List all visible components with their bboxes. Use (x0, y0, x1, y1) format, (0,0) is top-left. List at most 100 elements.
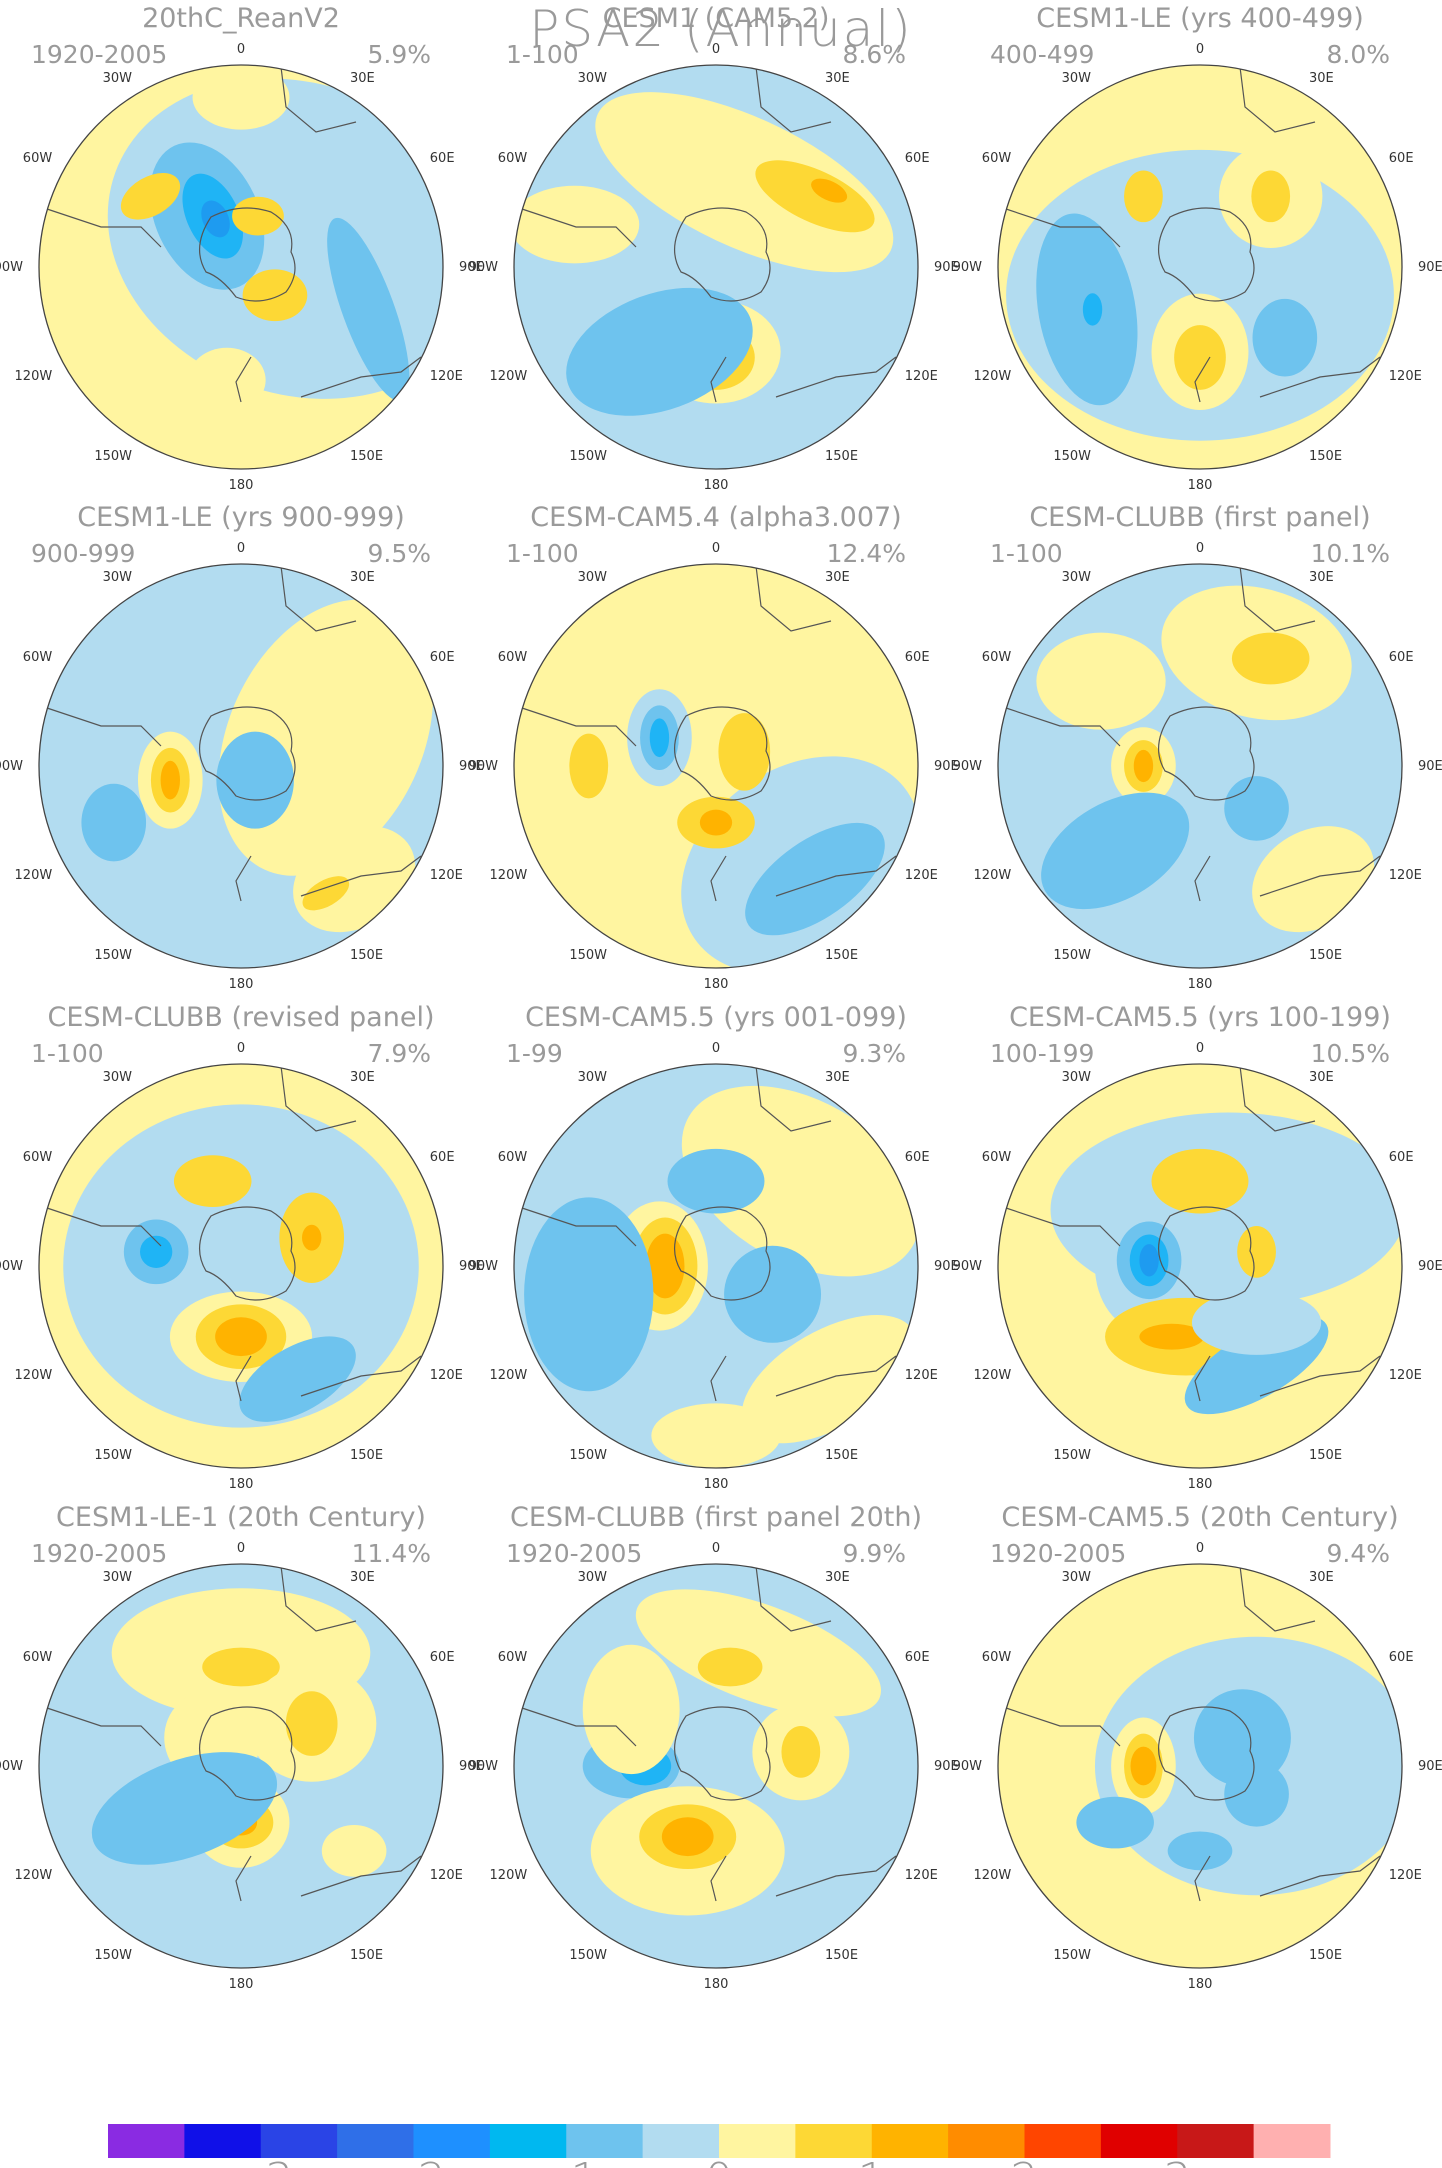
longitude-label: 60E (905, 1150, 930, 1165)
contour-region (1167, 1831, 1233, 1871)
map-boundary (513, 1563, 919, 1969)
coastline (999, 1205, 1121, 1247)
longitude-label: 150E (825, 948, 858, 963)
contour-region (201, 200, 230, 238)
map-panel-6: CESM-CLUBB (first panel) 1-100 10.1% 0 30E 60… (953, 502, 1442, 992)
longitude-label: 150W (569, 449, 607, 464)
longitude-label: 90W (0, 260, 23, 275)
panel-percent: 9.5% (367, 539, 431, 568)
coastline (300, 1855, 422, 1897)
coastline (710, 1355, 727, 1402)
longitude-label: 90E (934, 1759, 959, 1774)
coastline (515, 705, 637, 747)
longitude-label: 90E (1418, 260, 1442, 275)
longitude-label: 150W (94, 1948, 132, 1963)
panel-percent: 10.1% (1311, 539, 1390, 568)
longitude-label: 30W (578, 1070, 608, 1085)
longitude-label: 120W (974, 1868, 1012, 1883)
coastline (775, 1855, 897, 1897)
longitude-label: 90W (953, 759, 983, 774)
colorbar-swatch (184, 2124, 262, 2158)
contour-region (215, 1317, 267, 1357)
longitude-label: 30E (1309, 71, 1334, 86)
panel-percent: 8.0% (1326, 40, 1390, 69)
panel-title: CESM-CAM5.4 (alpha3.007) (530, 502, 901, 533)
longitude-label: 90E (459, 759, 484, 774)
contour-region (697, 1647, 763, 1687)
longitude-label: 60E (430, 1650, 455, 1665)
longitude-label: 60E (905, 650, 930, 665)
longitude-label: 0 (237, 541, 245, 556)
longitude-label: 120E (430, 1868, 463, 1883)
panel-title: 20thC_ReanV2 (142, 3, 340, 34)
coastline (235, 1855, 252, 1902)
longitude-label: 150E (350, 1948, 383, 1963)
longitude-label: 150W (94, 948, 132, 963)
panel-percent: 5.9% (367, 40, 431, 69)
longitude-label: 180 (704, 1477, 729, 1492)
longitude-label: 120E (905, 369, 938, 384)
longitude-label: 60W (498, 1150, 528, 1165)
coastline (515, 1205, 637, 1247)
colorbar-tick-label: 2 (1011, 2154, 1039, 2168)
contour-region (651, 1403, 781, 1468)
longitude-label: 90E (934, 1259, 959, 1274)
panel-years: 1-99 (506, 1039, 563, 1068)
longitude-label: 90W (953, 1259, 983, 1274)
contour-region (202, 1647, 280, 1687)
longitude-label: 150E (825, 449, 858, 464)
longitude-label: 120W (490, 369, 528, 384)
coastline (235, 1355, 252, 1402)
longitude-label: 150W (94, 449, 132, 464)
contour-region (1252, 298, 1318, 377)
panel-years: 1920-2005 (31, 40, 167, 69)
panel-years: 1920-2005 (990, 1539, 1126, 1568)
contour-region (1133, 749, 1154, 783)
coastline (1259, 1855, 1381, 1897)
colorbar-swatch (1024, 2124, 1102, 2158)
contour-region (718, 713, 771, 791)
longitude-label: 180 (704, 478, 729, 493)
longitude-label: 90W (0, 759, 23, 774)
coastline (674, 1206, 771, 1301)
coastline (1259, 1355, 1381, 1397)
contour-region (140, 1235, 173, 1269)
coastline (40, 1205, 162, 1247)
longitude-label: 150E (350, 449, 383, 464)
colorbar-tick-label: 1 (858, 2154, 886, 2168)
longitude-label: 120E (1389, 1368, 1422, 1383)
contour-region (1224, 776, 1289, 841)
longitude-label: 90E (459, 260, 484, 275)
coastline (199, 706, 296, 801)
longitude-label: 150E (1309, 948, 1342, 963)
longitude-label: 90E (1418, 1259, 1442, 1274)
map-panel-7: CESM-CLUBB (revised panel) 1-100 7.9% 0 30E 6… (0, 1002, 484, 1492)
contour-field (998, 1564, 1402, 1968)
panel-years: 1920-2005 (31, 1539, 167, 1568)
panel-years: 1-100 (506, 40, 579, 69)
longitude-label: 60W (498, 151, 528, 166)
contour-region (635, 1589, 882, 1717)
longitude-label: 90W (0, 1259, 23, 1274)
longitude-label: 60E (1389, 1150, 1414, 1165)
panel-title: CESM-CAM5.5 (20th Century) (1001, 1502, 1398, 1533)
colorbar-swatch (566, 2124, 644, 2158)
contour-region (745, 822, 885, 936)
coastline (1239, 1565, 1316, 1632)
panel-title: CESM-CLUBB (revised panel) (47, 1002, 434, 1033)
panel-percent: 10.5% (1311, 1039, 1390, 1068)
coastline (1158, 207, 1255, 302)
longitude-label: 150W (569, 948, 607, 963)
longitude-label: 150E (825, 1948, 858, 1963)
longitude-label: 30W (578, 71, 608, 86)
contour-region (120, 172, 181, 220)
longitude-label: 0 (1196, 42, 1204, 57)
longitude-label: 120E (905, 1368, 938, 1383)
coastline (40, 206, 162, 248)
longitude-label: 90E (1418, 1759, 1442, 1774)
longitude-label: 60E (905, 1650, 930, 1665)
contour-region (1139, 1244, 1159, 1277)
longitude-label: 30E (825, 1570, 850, 1585)
contour-region (661, 1817, 714, 1857)
contour-region (302, 1224, 322, 1251)
